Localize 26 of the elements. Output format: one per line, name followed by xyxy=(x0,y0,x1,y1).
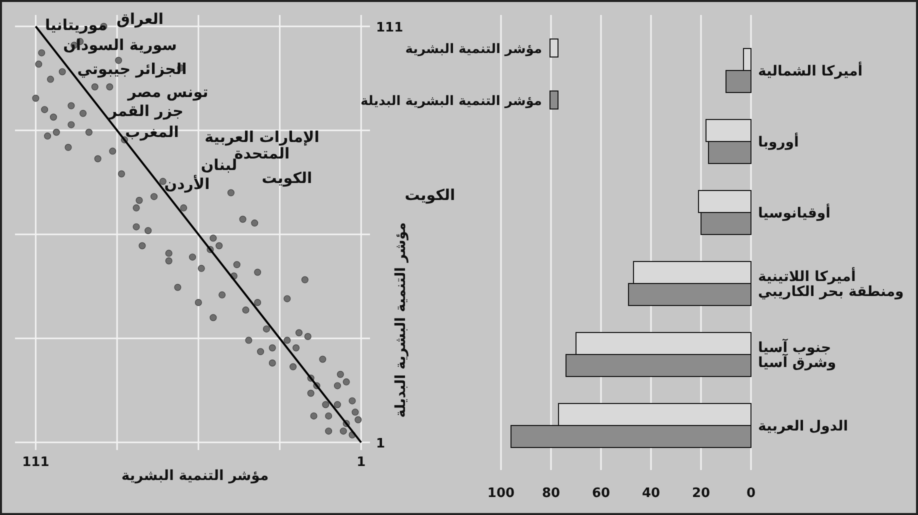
y-tick-label: الدول العربية xyxy=(758,418,848,434)
x-tick-label: 20 xyxy=(692,486,710,501)
y-tick-label: أوقيانوسيا xyxy=(758,204,830,222)
annotation: العراق xyxy=(116,10,164,28)
annotation: تونس مصر xyxy=(126,83,208,101)
text: الكويت xyxy=(404,186,456,204)
annotation: جزر القمر xyxy=(108,102,184,120)
x-tick-label: 60 xyxy=(592,486,610,501)
y-tick-label: جنوب آسيا وشرق آسيا xyxy=(758,338,836,372)
x-tick-label: 0 xyxy=(746,486,756,501)
annotation: سورية السودان xyxy=(63,36,177,54)
y-axis-title: مؤشر التنمية البشرية البديلة xyxy=(393,222,409,418)
annotation: موريتانيا xyxy=(44,16,108,34)
x-tick-label: 40 xyxy=(642,486,660,501)
y-tick-label: أوروبا xyxy=(758,132,799,150)
x-tick-label: 80 xyxy=(542,486,560,501)
annotation: الأردن xyxy=(164,174,210,193)
x-tick-label: 100 xyxy=(487,486,515,501)
legend-label: مؤشر التنمية البشرية xyxy=(405,42,542,57)
annotation: الجزائر جيبوتي xyxy=(77,60,187,78)
annotation: الكويت xyxy=(262,169,312,187)
annotation: المغرب xyxy=(125,123,179,141)
x-axis-title: مؤشر التنمية البشرية xyxy=(121,468,269,484)
legend-label: مؤشر التنمية البشرية البديلة xyxy=(360,94,542,109)
y-tick-label: أميركا الشمالية xyxy=(758,62,863,80)
y-tick-label: أميركا اللاتينية ومنطقة بحر الكاريبي xyxy=(758,266,904,300)
